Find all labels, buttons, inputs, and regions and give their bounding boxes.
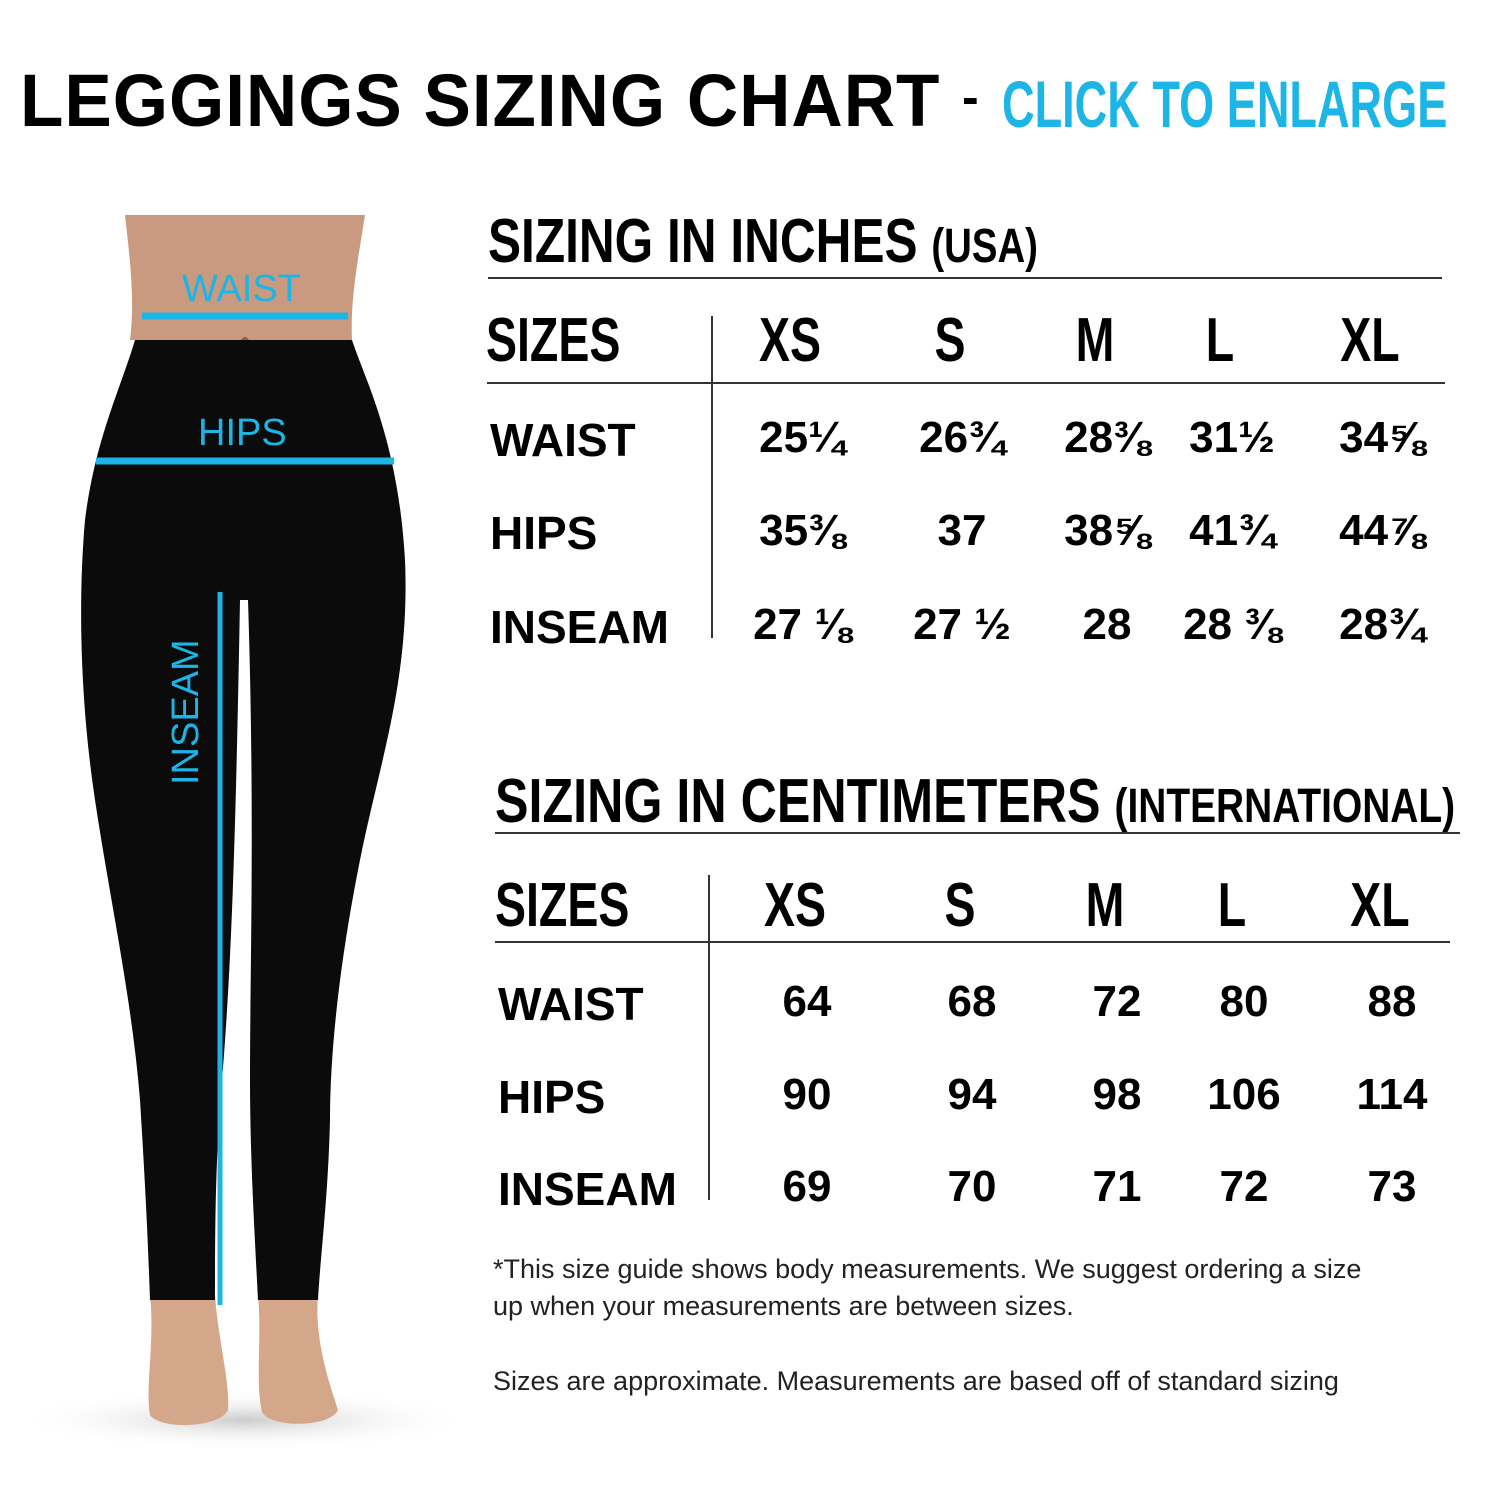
leggings-model-illustration [15,215,460,1450]
hips-label: HIPS [198,412,287,454]
row-label-waist: WAIST [498,978,644,1030]
click-to-enlarge-link[interactable]: CLICK TO ENLARGE [1002,67,1448,141]
table-cell: 72 [1219,1162,1269,1211]
table-cell: 94 [947,1070,997,1119]
table-cell: 69 [782,1162,832,1211]
divider [495,941,1450,943]
inches-heading-sub: (USA) [931,220,1038,273]
table-cell: 26¾ [919,413,1005,462]
page-title: LEGGINGS SIZING CHART [20,59,941,142]
table-cell: 114 [1356,1070,1428,1119]
table-cell: 90 [782,1070,832,1119]
title-separator: - [962,69,979,125]
table-cell: 98 [1092,1070,1142,1119]
inches-heading-text: SIZING IN INCHES [488,207,918,276]
right-foot [258,1295,338,1424]
table-cell: 80 [1219,977,1269,1026]
table-cell: 41¾ [1189,506,1275,555]
note-line-1: *This size guide shows body measurements… [493,1254,1362,1284]
waist-label: WAIST [182,268,301,310]
table-cell: 35⅜ [759,506,845,555]
column-header-xl: XL [1350,871,1410,940]
table-cell: 72 [1092,977,1142,1026]
table-cell: 88 [1367,977,1417,1026]
column-header-m: M [1075,306,1115,375]
column-header-xs: XS [763,871,827,940]
column-header-m: M [1085,871,1125,940]
table-cell: 37 [937,506,987,555]
row-label-inseam: INSEAM [490,601,669,653]
row-label-inseam: INSEAM [498,1163,677,1215]
divider [495,832,1460,834]
torso [125,215,365,340]
column-header-s: S [934,306,966,375]
table-cell: 27 ⅛ [753,600,851,649]
row-label-waist: WAIST [490,414,636,466]
sizes-label: SIZES [486,306,621,375]
inches-heading: SIZING IN INCHES (USA) [488,206,1038,277]
table-cell: 44⅞ [1339,506,1425,555]
table-cell: 28¾ [1339,600,1425,649]
table-cell: 27 ½ [913,600,1011,649]
table-cell: 71 [1092,1162,1142,1211]
column-header-l: L [1217,871,1247,940]
leggings [81,340,406,1300]
table-cell: 73 [1367,1162,1417,1211]
left-foot [148,1295,229,1426]
table-cell: 70 [947,1162,997,1211]
table-cell: 34⅝ [1339,413,1425,462]
column-header-xl: XL [1340,306,1400,375]
table-cell: 106 [1207,1070,1281,1119]
note-line-2: up when your measurements are between si… [493,1291,1074,1321]
cm-heading: SIZING IN CENTIMETERS (INTERNATIONAL) [495,766,1455,837]
divider [488,277,1442,279]
inseam-label: INSEAM [165,639,207,785]
row-label-hips: HIPS [498,1071,606,1123]
table-cell: 28⅜ [1064,413,1150,462]
divider [708,875,710,1200]
row-label-hips: HIPS [490,507,598,559]
table-cell: 28 ⅜ [1183,600,1281,649]
sizes-label: SIZES [495,871,630,940]
cm-heading-sub: (INTERNATIONAL) [1114,780,1456,833]
cm-heading-text: SIZING IN CENTIMETERS [495,767,1101,836]
column-header-xs: XS [758,306,822,375]
table-cell: 25¼ [759,413,845,462]
divider [711,316,713,638]
table-cell: 38⅝ [1064,506,1150,555]
table-cell: 64 [782,977,832,1026]
column-header-s: S [944,871,976,940]
table-cell: 28 [1082,600,1132,649]
table-cell: 31½ [1189,413,1275,462]
note-line-3: Sizes are approximate. Measurements are … [493,1366,1339,1396]
column-header-l: L [1205,306,1235,375]
table-cell: 68 [947,977,997,1026]
divider [487,382,1445,384]
